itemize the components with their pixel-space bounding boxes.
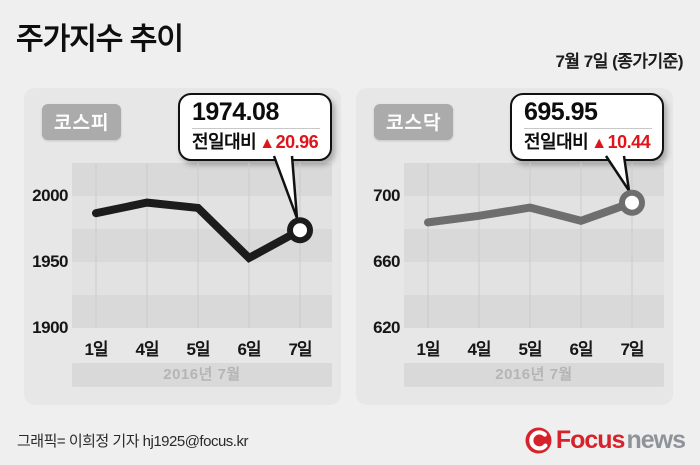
date-note: 7월 7일 (종가기준) xyxy=(555,52,683,71)
x-axis-tick: 1일 xyxy=(416,340,440,359)
change-label: 전일대비 xyxy=(192,132,257,152)
plot-stripes xyxy=(404,163,664,328)
y-axis-tick: 700 xyxy=(373,186,400,205)
x-axis-month-bar: 2016년 7월 xyxy=(404,363,664,387)
change-value: 20.96 xyxy=(275,132,319,152)
focus-news-logo: Focus news xyxy=(525,426,686,455)
kospi-change-row: 전일대비 ▲20.96 xyxy=(192,131,320,155)
change-label: 전일대비 xyxy=(524,132,589,152)
change-value: 10.44 xyxy=(607,132,651,152)
kospi-line-chart xyxy=(92,155,313,328)
brand-news: news xyxy=(626,426,686,454)
x-axis-tick: 1일 xyxy=(84,340,108,359)
y-axis-tick: 1900 xyxy=(32,318,68,337)
callout-divider xyxy=(524,128,652,129)
x-axis-tick: 5일 xyxy=(186,340,210,359)
kospi-close-value: 1974.08 xyxy=(192,98,279,126)
kospi-badge: 코스피 xyxy=(42,104,122,140)
x-axis-tick: 4일 xyxy=(135,340,159,359)
x-axis-tick: 6일 xyxy=(569,340,593,359)
kosdaq-line-chart xyxy=(424,155,645,328)
callout-divider xyxy=(192,128,320,129)
brand-focus: Focus xyxy=(555,426,626,454)
focus-swirl-icon xyxy=(525,427,552,454)
up-triangle-icon: ▲ xyxy=(591,135,607,152)
x-axis-tick: 4일 xyxy=(467,340,491,359)
chart-panel-kospi: 코스피 2000 1950 1900 1일 4일 5일 6일 7일 2016년 … xyxy=(24,88,341,405)
y-axis-tick: 1950 xyxy=(32,252,68,271)
x-axis-tick: 5일 xyxy=(518,340,542,359)
x-axis-tick: 7일 xyxy=(620,340,644,359)
y-axis-tick: 2000 xyxy=(32,186,68,205)
chart-panel-kosdaq: 코스닥 700 660 620 1일 4일 5일 6일 7일 2016년 7월 … xyxy=(356,88,673,405)
footer-credit: 그래픽= 이희정 기자 hj1925@focus.kr xyxy=(17,433,248,450)
x-axis-month-bar: 2016년 7월 xyxy=(72,363,332,387)
y-axis-tick: 620 xyxy=(373,318,400,337)
x-axis-tick: 6일 xyxy=(237,340,261,359)
kosdaq-change-row: 전일대비 ▲10.44 xyxy=(524,131,652,155)
y-axis-tick: 660 xyxy=(373,252,400,271)
up-triangle-icon: ▲ xyxy=(259,135,275,152)
kospi-value-callout: 1974.08 전일대비 ▲20.96 xyxy=(178,93,332,161)
x-axis-tick: 7일 xyxy=(288,340,312,359)
kosdaq-badge: 코스닥 xyxy=(374,104,454,140)
page-title: 주가지수 추이 xyxy=(16,23,184,56)
kosdaq-close-value: 695.95 xyxy=(524,98,598,126)
kosdaq-value-callout: 695.95 전일대비 ▲10.44 xyxy=(510,93,664,161)
